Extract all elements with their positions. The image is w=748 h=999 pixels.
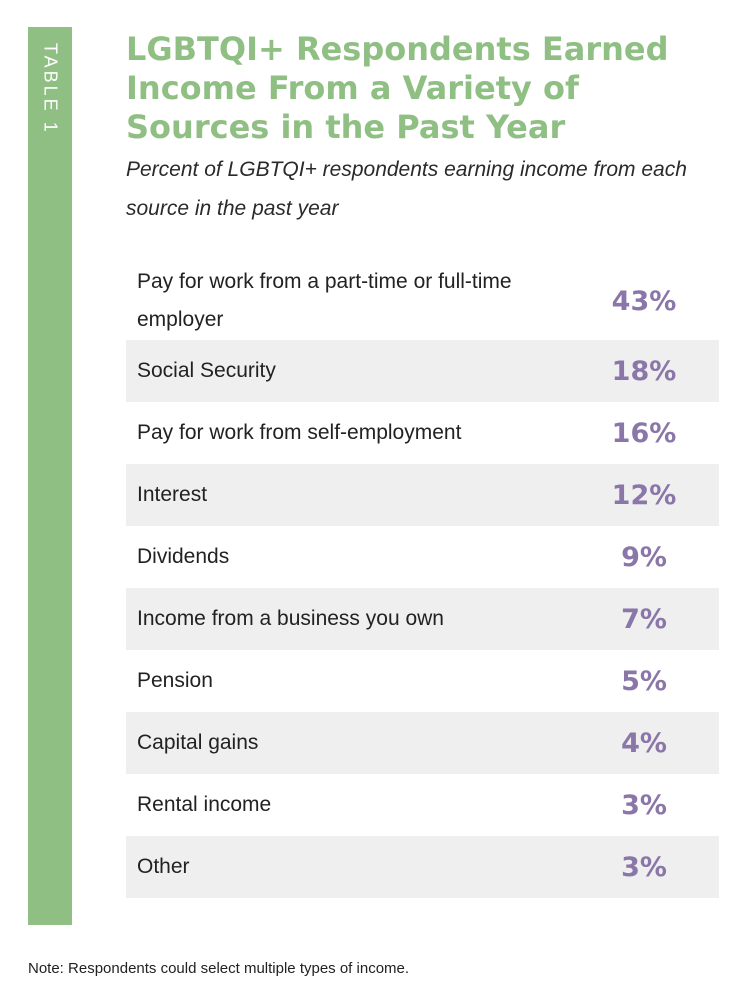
table-row: Pay for work from a part-time or full-ti… xyxy=(126,262,719,340)
table-row: Social Security 18% xyxy=(126,340,719,402)
page-title: LGBTQI+ Respondents Earned Income From a… xyxy=(126,30,669,146)
side-bar: TABLE 1 xyxy=(28,27,72,925)
row-value: 7% xyxy=(621,603,667,635)
table-row: Interest 12% xyxy=(126,464,719,526)
row-value: 4% xyxy=(621,727,667,759)
row-value: 3% xyxy=(621,851,667,883)
table-row: Pension 5% xyxy=(126,650,719,712)
row-value: 3% xyxy=(621,789,667,821)
row-label: Pay for work from a part-time or full-ti… xyxy=(137,270,512,331)
row-label: Capital gains xyxy=(137,731,259,754)
row-label: Other xyxy=(137,855,190,878)
row-label: Rental income xyxy=(137,793,272,816)
footnote: Note: Respondents could select multiple … xyxy=(28,960,410,977)
income-table: Pay for work from a part-time or full-ti… xyxy=(126,262,719,898)
row-label: Income from a business you own xyxy=(137,607,444,630)
table-row: Other 3% xyxy=(126,836,719,898)
row-value: 43% xyxy=(611,285,677,317)
row-value: 16% xyxy=(611,417,677,449)
row-label: Social Security xyxy=(137,359,276,382)
row-label: Pay for work from self-employment xyxy=(137,421,462,444)
page-subtitle: Percent of LGBTQI+ respondents earning i… xyxy=(126,158,687,220)
table-row: Pay for work from self-employment 16% xyxy=(126,402,719,464)
table-row: Income from a business you own 7% xyxy=(126,588,719,650)
row-value: 12% xyxy=(611,479,677,511)
row-label: Dividends xyxy=(137,545,230,568)
table-row: Capital gains 4% xyxy=(126,712,719,774)
row-label: Interest xyxy=(137,483,208,506)
row-value: 18% xyxy=(611,355,677,387)
row-label: Pension xyxy=(137,669,213,692)
table-number-label: TABLE 1 xyxy=(40,43,61,135)
row-value: 5% xyxy=(621,665,667,697)
table-row: Dividends 9% xyxy=(126,526,719,588)
row-value: 9% xyxy=(621,541,667,573)
table-row: Rental income 3% xyxy=(126,774,719,836)
